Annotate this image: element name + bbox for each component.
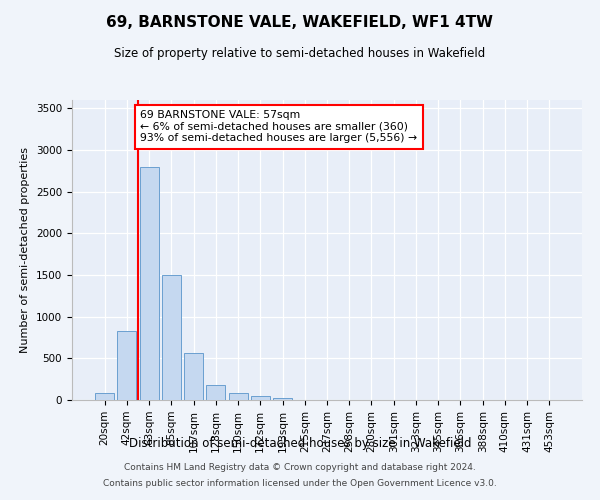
- Bar: [273, 398, 292, 400]
- Bar: [118, 331, 136, 400]
- Text: 69, BARNSTONE VALE, WAKEFIELD, WF1 4TW: 69, BARNSTONE VALE, WAKEFIELD, WF1 4TW: [107, 15, 493, 30]
- Bar: [206, 386, 225, 400]
- Bar: [229, 392, 248, 400]
- Y-axis label: Number of semi-detached properties: Number of semi-detached properties: [20, 147, 31, 353]
- Text: Contains HM Land Registry data © Crown copyright and database right 2024.: Contains HM Land Registry data © Crown c…: [124, 464, 476, 472]
- Text: 69 BARNSTONE VALE: 57sqm
← 6% of semi-detached houses are smaller (360)
93% of s: 69 BARNSTONE VALE: 57sqm ← 6% of semi-de…: [140, 110, 418, 143]
- Bar: [251, 396, 270, 400]
- Bar: [184, 354, 203, 400]
- Text: Distribution of semi-detached houses by size in Wakefield: Distribution of semi-detached houses by …: [129, 438, 471, 450]
- Text: Contains public sector information licensed under the Open Government Licence v3: Contains public sector information licen…: [103, 478, 497, 488]
- Bar: [95, 394, 114, 400]
- Bar: [162, 275, 181, 400]
- Bar: [140, 166, 158, 400]
- Text: Size of property relative to semi-detached houses in Wakefield: Size of property relative to semi-detach…: [115, 48, 485, 60]
